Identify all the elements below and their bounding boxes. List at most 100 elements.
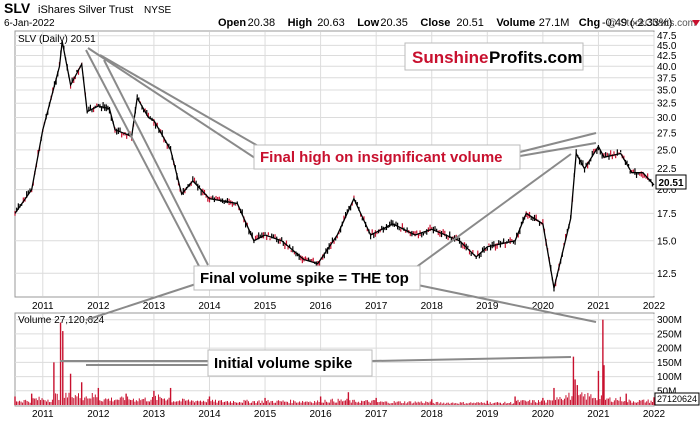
price-y-tick-27.5: 27.5 (657, 128, 677, 139)
stat-label-volume: Volume (496, 17, 535, 29)
symbol: SLV (4, 0, 31, 16)
stat-value-chg: -0.49 (-2.33%) (602, 17, 672, 29)
annotation-final-high-text: Final high on insignificant volume (260, 149, 503, 166)
quote-date: 6-Jan-2022 (4, 18, 55, 29)
volume-y-tick-50M: 50M (657, 386, 676, 397)
stat-value-close: 20.51 (456, 17, 484, 29)
annotation-final-spike-text: Final volume spike = THE top (200, 270, 409, 287)
last-volume-label: 27120624 (657, 394, 697, 404)
stat-value-open: 20.38 (248, 17, 276, 29)
annotation-initial-spike-text: Initial volume spike (214, 355, 352, 372)
last-price-marker: 20.51 (655, 174, 687, 190)
price-series (14, 40, 655, 292)
price-y-tick-12.5: 12.5 (657, 269, 677, 280)
volume-x-tick-2018: 2018 (421, 409, 444, 420)
volume-y-tick-100M: 100M (657, 372, 682, 383)
price-legend: SLV (Daily) 20.51 (18, 34, 96, 45)
callout-line-high-3 (519, 142, 597, 157)
annotation-initial-spike-box (207, 349, 373, 377)
callout-line-spike-1 (85, 49, 201, 269)
change-down-icon (692, 20, 700, 26)
callout-lines (60, 47, 597, 366)
callout-line-initial-3 (371, 356, 572, 362)
logo-profits: Profits.com (489, 48, 583, 67)
price-y-tick-45.0: 45.0 (657, 41, 677, 52)
volume-x-tick-2020: 2020 (532, 409, 555, 420)
price-y-tick-15.0: 15.0 (657, 236, 677, 247)
price-x-tick-2022: 2022 (643, 301, 666, 312)
stat-value-low: 20.35 (380, 17, 408, 29)
price-panel: 12.5 15.0 17.5 20.0 22.5 25.0 27.5 30.0 32.5 35.0… (14, 30, 687, 312)
logo-sunshine: Sunshine (412, 48, 489, 67)
annotation-final-high: Final high on insignificant volume (253, 144, 521, 170)
last-price-label: 20.51 (658, 178, 683, 189)
volume-x-axis: 2011 2012 2013 2014 2015 2016 2017 2018 2019 2020… (32, 409, 666, 420)
logo: Sunshine Profits.com (404, 42, 584, 71)
stat-label-low: Low (357, 17, 379, 29)
price-y-tick-40.0: 40.0 (657, 62, 677, 73)
volume-legend: Volume 27,120,624 (18, 315, 105, 326)
volume-x-tick-2019: 2019 (476, 409, 499, 420)
quote-stats: Open 20.38 High 20.63 Low 20.35 Close 20.51 Volu… (218, 17, 700, 29)
price-x-tick-2020: 2020 (532, 301, 555, 312)
price-y-tick-35.0: 35.0 (657, 86, 677, 97)
annotation-final-spike: Final volume spike = THE top (193, 265, 421, 291)
volume-y-tick-200M: 200M (657, 344, 682, 355)
volume-x-tick-2017: 2017 (365, 409, 388, 420)
price-x-tick-2019: 2019 (476, 301, 499, 312)
volume-x-tick-2011: 2011 (32, 409, 54, 420)
price-y-tick-47.5: 47.5 (657, 31, 677, 42)
volume-x-tick-2012: 2012 (87, 409, 110, 420)
price-y-tick-25.0: 25.0 (657, 145, 677, 156)
volume-x-tick-2014: 2014 (198, 409, 221, 420)
volume-x-tick-2015: 2015 (254, 409, 277, 420)
price-x-tick-2015: 2015 (254, 301, 277, 312)
price-y-tick-30.0: 30.0 (657, 113, 677, 124)
stat-label-close: Close (420, 17, 450, 29)
last-price-box (655, 174, 687, 190)
volume-y-tick-300M: 300M (657, 315, 682, 326)
volume-y-tick-150M: 150M (657, 358, 682, 369)
annotation-initial-spike: Initial volume spike (207, 349, 373, 377)
security-name: iShares Silver Trust (38, 4, 133, 16)
callout-line-high-2 (87, 47, 259, 161)
volume-x-tick-2013: 2013 (143, 409, 166, 420)
volume-series (14, 319, 655, 405)
callout-line-spike-3 (414, 153, 572, 269)
volume-y-axis: 50M 100M 150M 200M 250M 300M (657, 315, 682, 397)
logo-box (404, 42, 584, 71)
callout-line-spike-4 (407, 282, 597, 323)
chart-header: SLV iShares Silver Trust NYSE 6-Jan-2022… (4, 0, 700, 29)
callout-line-spike-5 (85, 282, 200, 321)
volume-x-tick-2016: 2016 (309, 409, 332, 420)
stat-value-volume: 27.1M (539, 17, 570, 29)
price-x-tick-2016: 2016 (309, 301, 332, 312)
volume-y-tick-250M: 250M (657, 329, 682, 340)
stat-label-open: Open (218, 17, 246, 29)
price-y-tick-22.5: 22.5 (657, 164, 677, 175)
volume-x-tick-2022: 2022 (643, 409, 666, 420)
price-y-tick-20.0: 20.0 (657, 185, 677, 196)
callout-line-high-1 (99, 54, 259, 147)
volume-x-tick-2021: 2021 (587, 409, 610, 420)
annotation-final-high-box (253, 144, 521, 170)
stat-label-chg: Chg (579, 17, 600, 29)
price-x-tick-2017: 2017 (365, 301, 388, 312)
price-x-tick-2014: 2014 (198, 301, 221, 312)
price-y-tick-42.5: 42.5 (657, 51, 677, 62)
price-x-tick-2012: 2012 (87, 301, 110, 312)
price-y-tick-37.5: 37.5 (657, 73, 677, 84)
price-y-tick-17.5: 17.5 (657, 209, 677, 220)
price-y-tick-32.5: 32.5 (657, 99, 677, 110)
annotation-final-spike-box (193, 265, 421, 291)
price-x-tick-2018: 2018 (421, 301, 444, 312)
callout-line-high-4 (519, 132, 597, 153)
callout-line-spike-2 (103, 59, 209, 266)
stat-label-high: High (288, 17, 313, 29)
price-x-axis: 2011 2012 2013 2014 2015 2016 2017 2018 2019 2020… (32, 301, 666, 312)
stat-value-high: 20.63 (317, 17, 345, 29)
last-volume-box (654, 392, 700, 406)
price-line (14, 41, 655, 289)
price-y-axis: 12.5 15.0 17.5 20.0 22.5 25.0 27.5 30.0 32.5 35.0… (657, 31, 677, 280)
